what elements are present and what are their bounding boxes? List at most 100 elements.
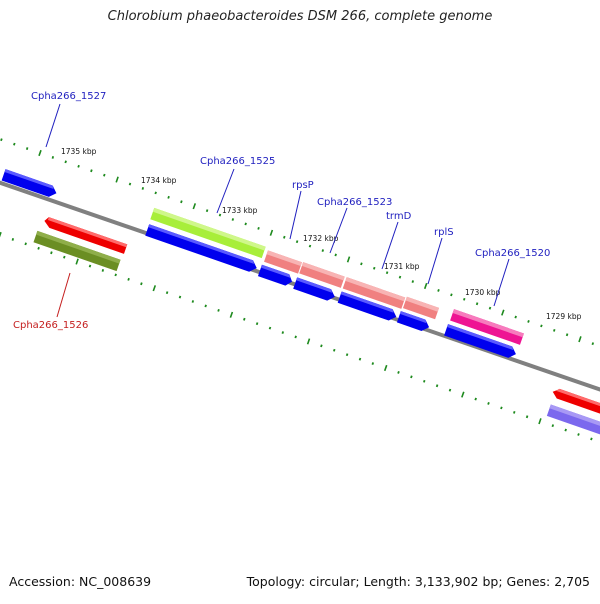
tick-mark-lower (435, 384, 439, 388)
tick-mark-lower (191, 300, 195, 303)
tick-mark-lower (281, 331, 285, 334)
cds-arrow-1520[interactable] (444, 324, 518, 360)
tick-mark-lower (551, 424, 555, 428)
tick-mark-lower (577, 433, 580, 436)
tick-mark-lower (75, 258, 79, 265)
leader-rplS (427, 237, 443, 285)
cds-arrow-trmD[interactable] (337, 291, 399, 322)
leader-1526 (56, 272, 71, 318)
gene-arrow-1525-lime[interactable] (150, 207, 266, 259)
tick-mark-lower (127, 277, 130, 281)
tick-mark-lower (474, 397, 477, 401)
gene-arrow-1520-pink[interactable] (450, 309, 524, 345)
gene-labels: Cpha266_1527 Cpha266_1525 rpsP Cpha266_1… (13, 91, 550, 331)
tick-mark-upper (540, 324, 543, 328)
tick-mark-lower (371, 362, 375, 365)
tick-mark-lower (590, 437, 593, 441)
tick-label-1729: 1729 kbp (546, 312, 582, 321)
gene-arrow-1526-red[interactable] (43, 216, 128, 254)
tick-mark-lower (487, 402, 490, 405)
gene-label-cpha266-1527[interactable]: Cpha266_1527 (31, 91, 106, 102)
tick-mark-lower (243, 317, 246, 321)
gene-arrow-right-red[interactable] (551, 387, 600, 420)
tick-mark-upper (0, 138, 3, 142)
gene-label-cpha266-1520[interactable]: Cpha266_1520 (475, 248, 550, 259)
tick-mark-upper (423, 282, 428, 290)
gene-arrow-1526-olive[interactable] (33, 230, 121, 272)
tick-mark-upper (514, 315, 517, 319)
tick-mark-lower (525, 415, 529, 419)
tick-mark-lower (255, 322, 259, 326)
tick-label-1732: 1732 kbp (303, 234, 339, 243)
tick-mark-upper (257, 226, 260, 230)
tick-mark-upper (360, 262, 363, 266)
gene-arrow-1523[interactable] (299, 262, 345, 288)
tick-mark-upper (385, 271, 389, 275)
tick-mark-lower (24, 242, 27, 246)
gene-label-cpha266-1525[interactable]: Cpha266_1525 (200, 156, 275, 167)
tick-mark-upper (591, 342, 595, 346)
leader-1527 (45, 103, 61, 148)
tick-label-1730: 1730 kbp (465, 288, 501, 297)
gene-label-rpls[interactable]: rplS (434, 227, 454, 238)
tick-labels: 1735 kbp 1734 kbp 1733 kbp 1732 kbp 1731… (61, 147, 582, 321)
leader-1520 (493, 258, 510, 307)
cds-arrow-rplS[interactable] (396, 311, 431, 333)
tick-mark-upper (578, 336, 582, 343)
tick-mark-lower (268, 326, 272, 330)
leader-trmD (381, 221, 399, 270)
gene-arrow-rplS[interactable] (402, 296, 440, 320)
cds-arrow-1527[interactable] (1, 169, 59, 199)
gene-arrow-rpsP[interactable] (264, 250, 302, 274)
tick-mark-lower (178, 295, 182, 299)
cds-arrow-rpsP[interactable] (257, 264, 294, 288)
tick-mark-lower (204, 304, 207, 308)
tick-mark-upper (77, 164, 80, 168)
tick-mark-lower (397, 371, 400, 374)
tick-mark-lower (37, 246, 40, 250)
tick-mark-upper (450, 293, 453, 297)
tick-mark-lower (140, 282, 143, 286)
tick-mark-lower (101, 269, 105, 272)
gene-label-trmd[interactable]: trmD (386, 211, 412, 222)
tick-mark-upper (501, 309, 505, 316)
tick-mark-lower (383, 364, 388, 372)
gene-label-cpha266-1523[interactable]: Cpha266_1523 (317, 197, 392, 208)
tick-mark-upper (346, 256, 351, 263)
tick-mark-lower (320, 344, 323, 348)
tick-mark-upper (463, 297, 466, 301)
tick-mark-upper (141, 187, 145, 190)
tick-mark-lower (423, 379, 426, 383)
cds-arrow-1525[interactable] (145, 224, 258, 273)
gene-arrow-trmD[interactable] (342, 277, 406, 309)
tick-mark-lower (165, 291, 169, 295)
tick-mark-lower (410, 375, 413, 379)
tick-mark-upper (269, 229, 274, 236)
tick-mark-upper (13, 142, 16, 146)
tick-mark-lower (294, 335, 297, 339)
tick-label-1733: 1733 kbp (222, 206, 258, 215)
tick-mark-lower (63, 255, 66, 259)
tick-mark-upper (51, 156, 55, 159)
gene-arrow-right-purple[interactable] (546, 404, 600, 440)
leader-lines (45, 103, 510, 318)
tick-mark-upper (308, 244, 312, 248)
tick-label-1735: 1735 kbp (61, 147, 97, 156)
gene-label-rpsp[interactable]: rpsP (292, 180, 314, 191)
tick-mark-upper (527, 320, 530, 323)
tick-mark-lower (513, 410, 516, 414)
tick-mark-lower (229, 311, 234, 318)
leader-1523 (329, 207, 348, 254)
tick-mark-lower (500, 406, 503, 410)
cds-arrow-1523[interactable] (293, 277, 337, 302)
tick-mark-lower (0, 231, 2, 238)
tick-mark-lower (50, 251, 53, 255)
tick-mark-lower (114, 273, 117, 277)
tick-mark-upper (180, 200, 183, 204)
tick-mark-upper (334, 253, 337, 257)
tick-mark-lower (333, 348, 336, 352)
tick-mark-upper (25, 147, 29, 150)
gene-label-cpha266-1526[interactable]: Cpha266_1526 (13, 320, 88, 331)
